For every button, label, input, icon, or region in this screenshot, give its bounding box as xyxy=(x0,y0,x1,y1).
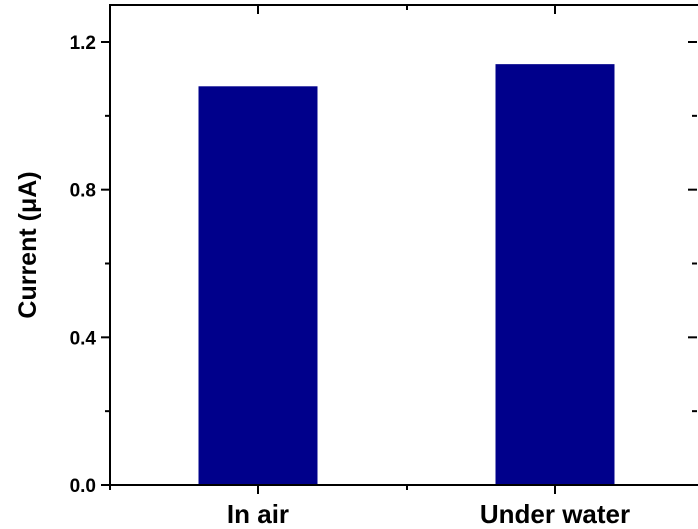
y-axis: 0.0 0.4 0.8 1.2 xyxy=(70,33,110,497)
y-tick-label: 0.8 xyxy=(70,181,96,202)
y-tick-label: 0.4 xyxy=(70,328,97,349)
plot-frame xyxy=(109,4,698,486)
y-tick-label: 1.2 xyxy=(70,33,96,54)
x-category-label: Under water xyxy=(480,499,630,529)
bars-group xyxy=(198,64,615,486)
y-tick-label: 0.0 xyxy=(70,476,96,497)
x-axis: In air Under water xyxy=(109,5,630,529)
right-axis-ticks xyxy=(688,41,697,486)
x-category-label: In air xyxy=(227,499,289,529)
y-axis-title: Current (μA) xyxy=(14,171,42,318)
bar-in-air xyxy=(198,86,318,486)
bar-under-water xyxy=(495,64,615,486)
